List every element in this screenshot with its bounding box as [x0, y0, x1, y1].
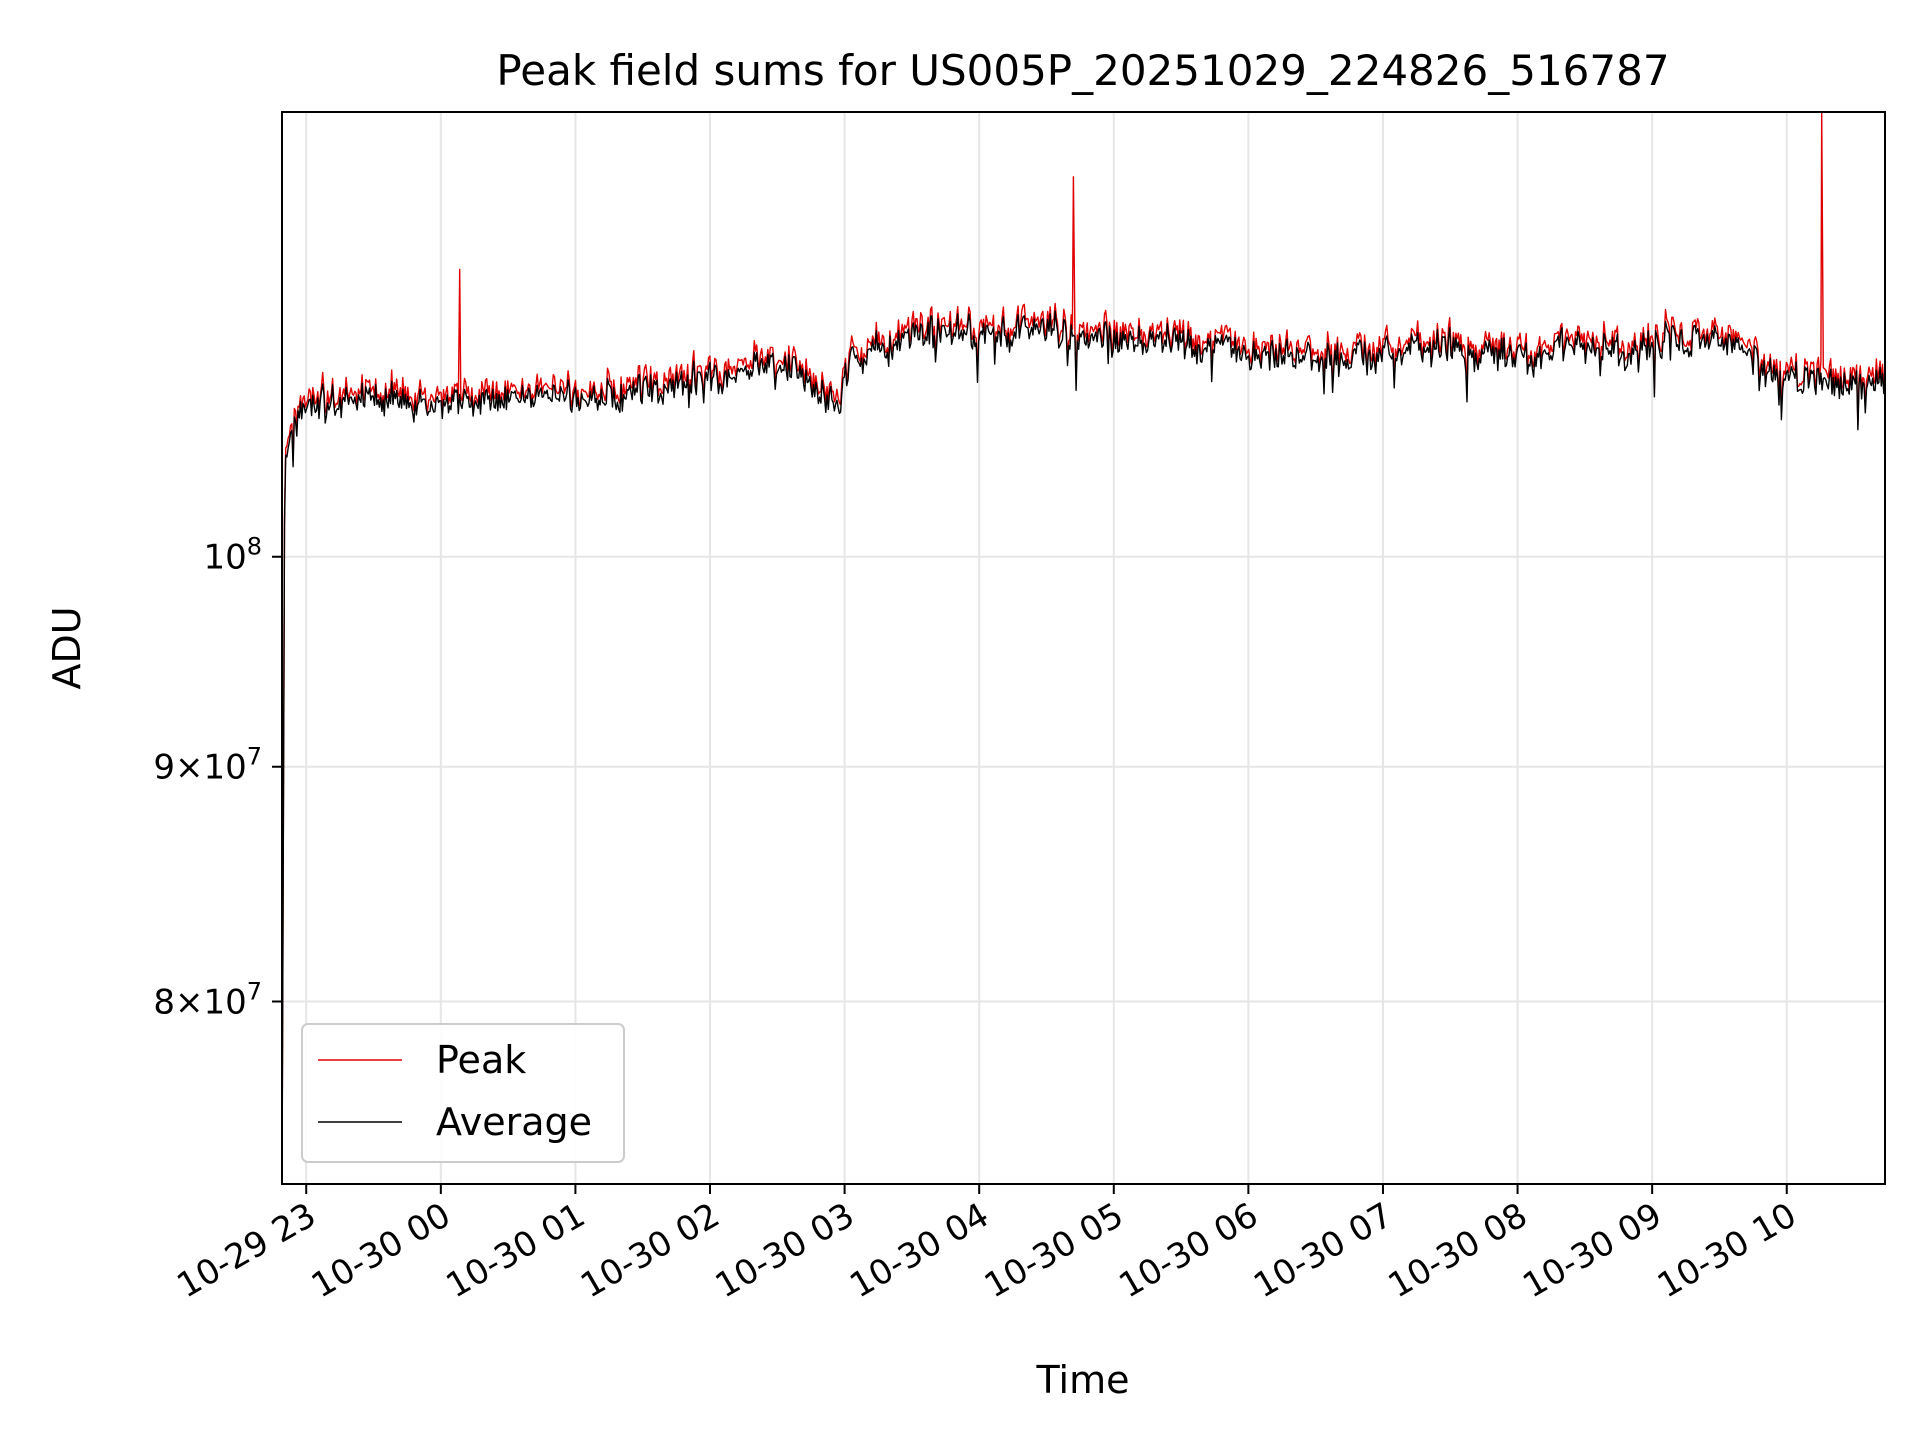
y-tick-times: ×10 [175, 748, 247, 788]
plot-frame [281, 111, 1886, 1185]
y-tick-exponent: 7 [247, 743, 262, 771]
grid [282, 112, 1885, 1184]
chart-title: Peak field sums for US005P_20251029_2248… [496, 46, 1669, 95]
x-axis-label: Time [1036, 1358, 1130, 1402]
y-tick-mantissa: 8 [153, 982, 175, 1022]
y-tick-exponent: 8 [247, 533, 262, 561]
y-tick-mantissa: 9 [153, 748, 175, 788]
y-axis-label: ADU [45, 606, 89, 689]
legend-frame [301, 1023, 625, 1163]
plot-area [281, 111, 1886, 1185]
legend-peak-label: Peak [436, 1038, 526, 1082]
series-line-average [281, 310, 1886, 1185]
y-tick-label: 108 [203, 533, 262, 578]
legend[interactable]: Peak Average [301, 1023, 625, 1163]
y-tick-label: 9×107 [153, 743, 262, 788]
y-tick-base: 10 [203, 538, 246, 578]
y-tick-exponent: 7 [247, 977, 262, 1005]
y-tick-label: 8×107 [153, 977, 262, 1022]
y-tick-times: ×10 [175, 982, 247, 1022]
legend-average-label: Average [436, 1100, 592, 1144]
